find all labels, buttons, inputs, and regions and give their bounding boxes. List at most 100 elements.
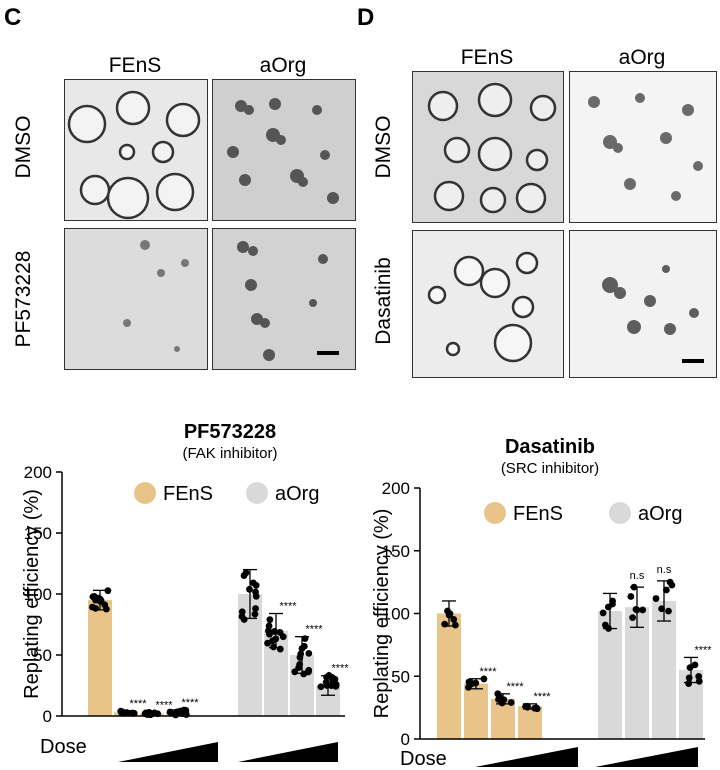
bar [652, 600, 676, 739]
data-point [472, 679, 480, 687]
micrograph-d-fens-dmso [412, 71, 564, 223]
x-axis-label: Dose [40, 736, 87, 758]
organoid-large-round-image [67, 90, 201, 220]
data-point [266, 616, 274, 624]
dose-wedge [475, 747, 578, 767]
data-point [451, 621, 459, 629]
y-tick-label: 200 [382, 479, 410, 498]
y-tick-label: 150 [382, 542, 410, 561]
data-point [182, 711, 190, 718]
significance-label: **** [181, 697, 199, 709]
organoid-large-round-image [427, 251, 539, 363]
data-point [300, 670, 308, 678]
data-point [630, 583, 638, 591]
y-tick-label: 50 [33, 646, 52, 665]
y-tick-label: 0 [401, 730, 410, 749]
data-point [142, 709, 150, 717]
legend-swatch [484, 502, 506, 524]
y-axis-label: Replating efficiency (%) [21, 489, 43, 699]
data-point [89, 603, 96, 611]
significance-label: **** [305, 624, 323, 636]
chart-d: 0 50 100 150 200 Replating efficiency (%) FEnS… [371, 479, 712, 770]
data-point [605, 625, 612, 632]
data-point [129, 709, 136, 717]
data-point [639, 606, 647, 614]
data-point [270, 643, 277, 651]
panel-d-row-dasatinib: Dasatinib [372, 257, 395, 345]
y-tick-label: 100 [382, 605, 410, 624]
y-tick-label: 0 [43, 707, 52, 726]
data-point [328, 673, 336, 681]
data-point [298, 645, 306, 652]
panel-c-row-dmso: DMSO [12, 115, 35, 179]
data-point [240, 572, 248, 579]
x-axis-label: Dose [400, 748, 447, 770]
chart-d-subtitle: (SRC inhibitor) [500, 460, 600, 477]
significance-label: **** [331, 663, 349, 675]
micrograph-c-fens-pf573228 [64, 228, 208, 370]
significance-label: **** [506, 681, 524, 693]
significance-label: n.s [630, 570, 645, 582]
data-point [118, 709, 125, 716]
legend-label: FEnS [513, 503, 563, 525]
data-point [271, 628, 278, 635]
panel-c-col-fens: FEnS [108, 54, 162, 77]
data-point [90, 593, 98, 600]
data-point [441, 620, 449, 628]
bar [464, 683, 488, 739]
panel-d-row-dmso: DMSO [372, 115, 395, 179]
legend-swatch [134, 482, 156, 504]
data-point [297, 650, 305, 658]
y-tick-label: 50 [391, 667, 410, 686]
data-point [173, 708, 181, 716]
micrograph-d-fens-dasatinib [412, 230, 564, 378]
significance-label: **** [533, 691, 551, 703]
data-point [691, 661, 699, 669]
legend-label: aOrg [275, 483, 319, 505]
data-point [295, 664, 303, 672]
significance-label: **** [694, 644, 712, 656]
bar [88, 600, 112, 716]
dose-wedge [595, 747, 698, 767]
bar [437, 613, 461, 739]
data-point [599, 609, 607, 617]
sparse-cells-image [123, 240, 189, 352]
legend-swatch [246, 482, 268, 504]
panel-d-col-aorg: aOrg [618, 46, 666, 69]
data-point [685, 674, 693, 682]
bar [598, 610, 622, 739]
data-point [465, 683, 472, 691]
legend-label: FEnS [163, 483, 213, 505]
panel-letter-d: D [357, 4, 375, 31]
data-point [507, 699, 515, 706]
panel-c-row-pf573228: PF573228 [12, 250, 35, 348]
data-point [662, 586, 670, 594]
legend-swatch [609, 502, 631, 524]
data-point [323, 682, 331, 689]
significance-label: **** [129, 698, 147, 710]
data-point [166, 708, 174, 716]
data-point [301, 635, 309, 643]
data-point [305, 666, 313, 674]
legend-label: aOrg [638, 503, 682, 525]
panel-d-col-fens: FEnS [460, 46, 514, 69]
data-point [666, 578, 674, 586]
data-point [279, 633, 287, 641]
data-point [96, 595, 104, 603]
dose-wedge [238, 742, 338, 762]
y-axis-label: Replating efficiency (%) [371, 509, 393, 719]
organoid-clusters-image [588, 93, 703, 201]
data-point [627, 593, 635, 600]
data-point [104, 587, 112, 595]
micrograph-c-aorg-pf573228 [212, 228, 356, 370]
dose-wedge [118, 742, 218, 762]
data-point [450, 616, 458, 623]
data-point [238, 613, 246, 620]
data-point [632, 606, 640, 613]
data-point [609, 600, 616, 608]
data-point [665, 607, 672, 615]
data-point [685, 680, 693, 687]
panel-letter-c: C [4, 4, 22, 31]
scale-bar [317, 351, 339, 355]
data-point [251, 610, 259, 618]
